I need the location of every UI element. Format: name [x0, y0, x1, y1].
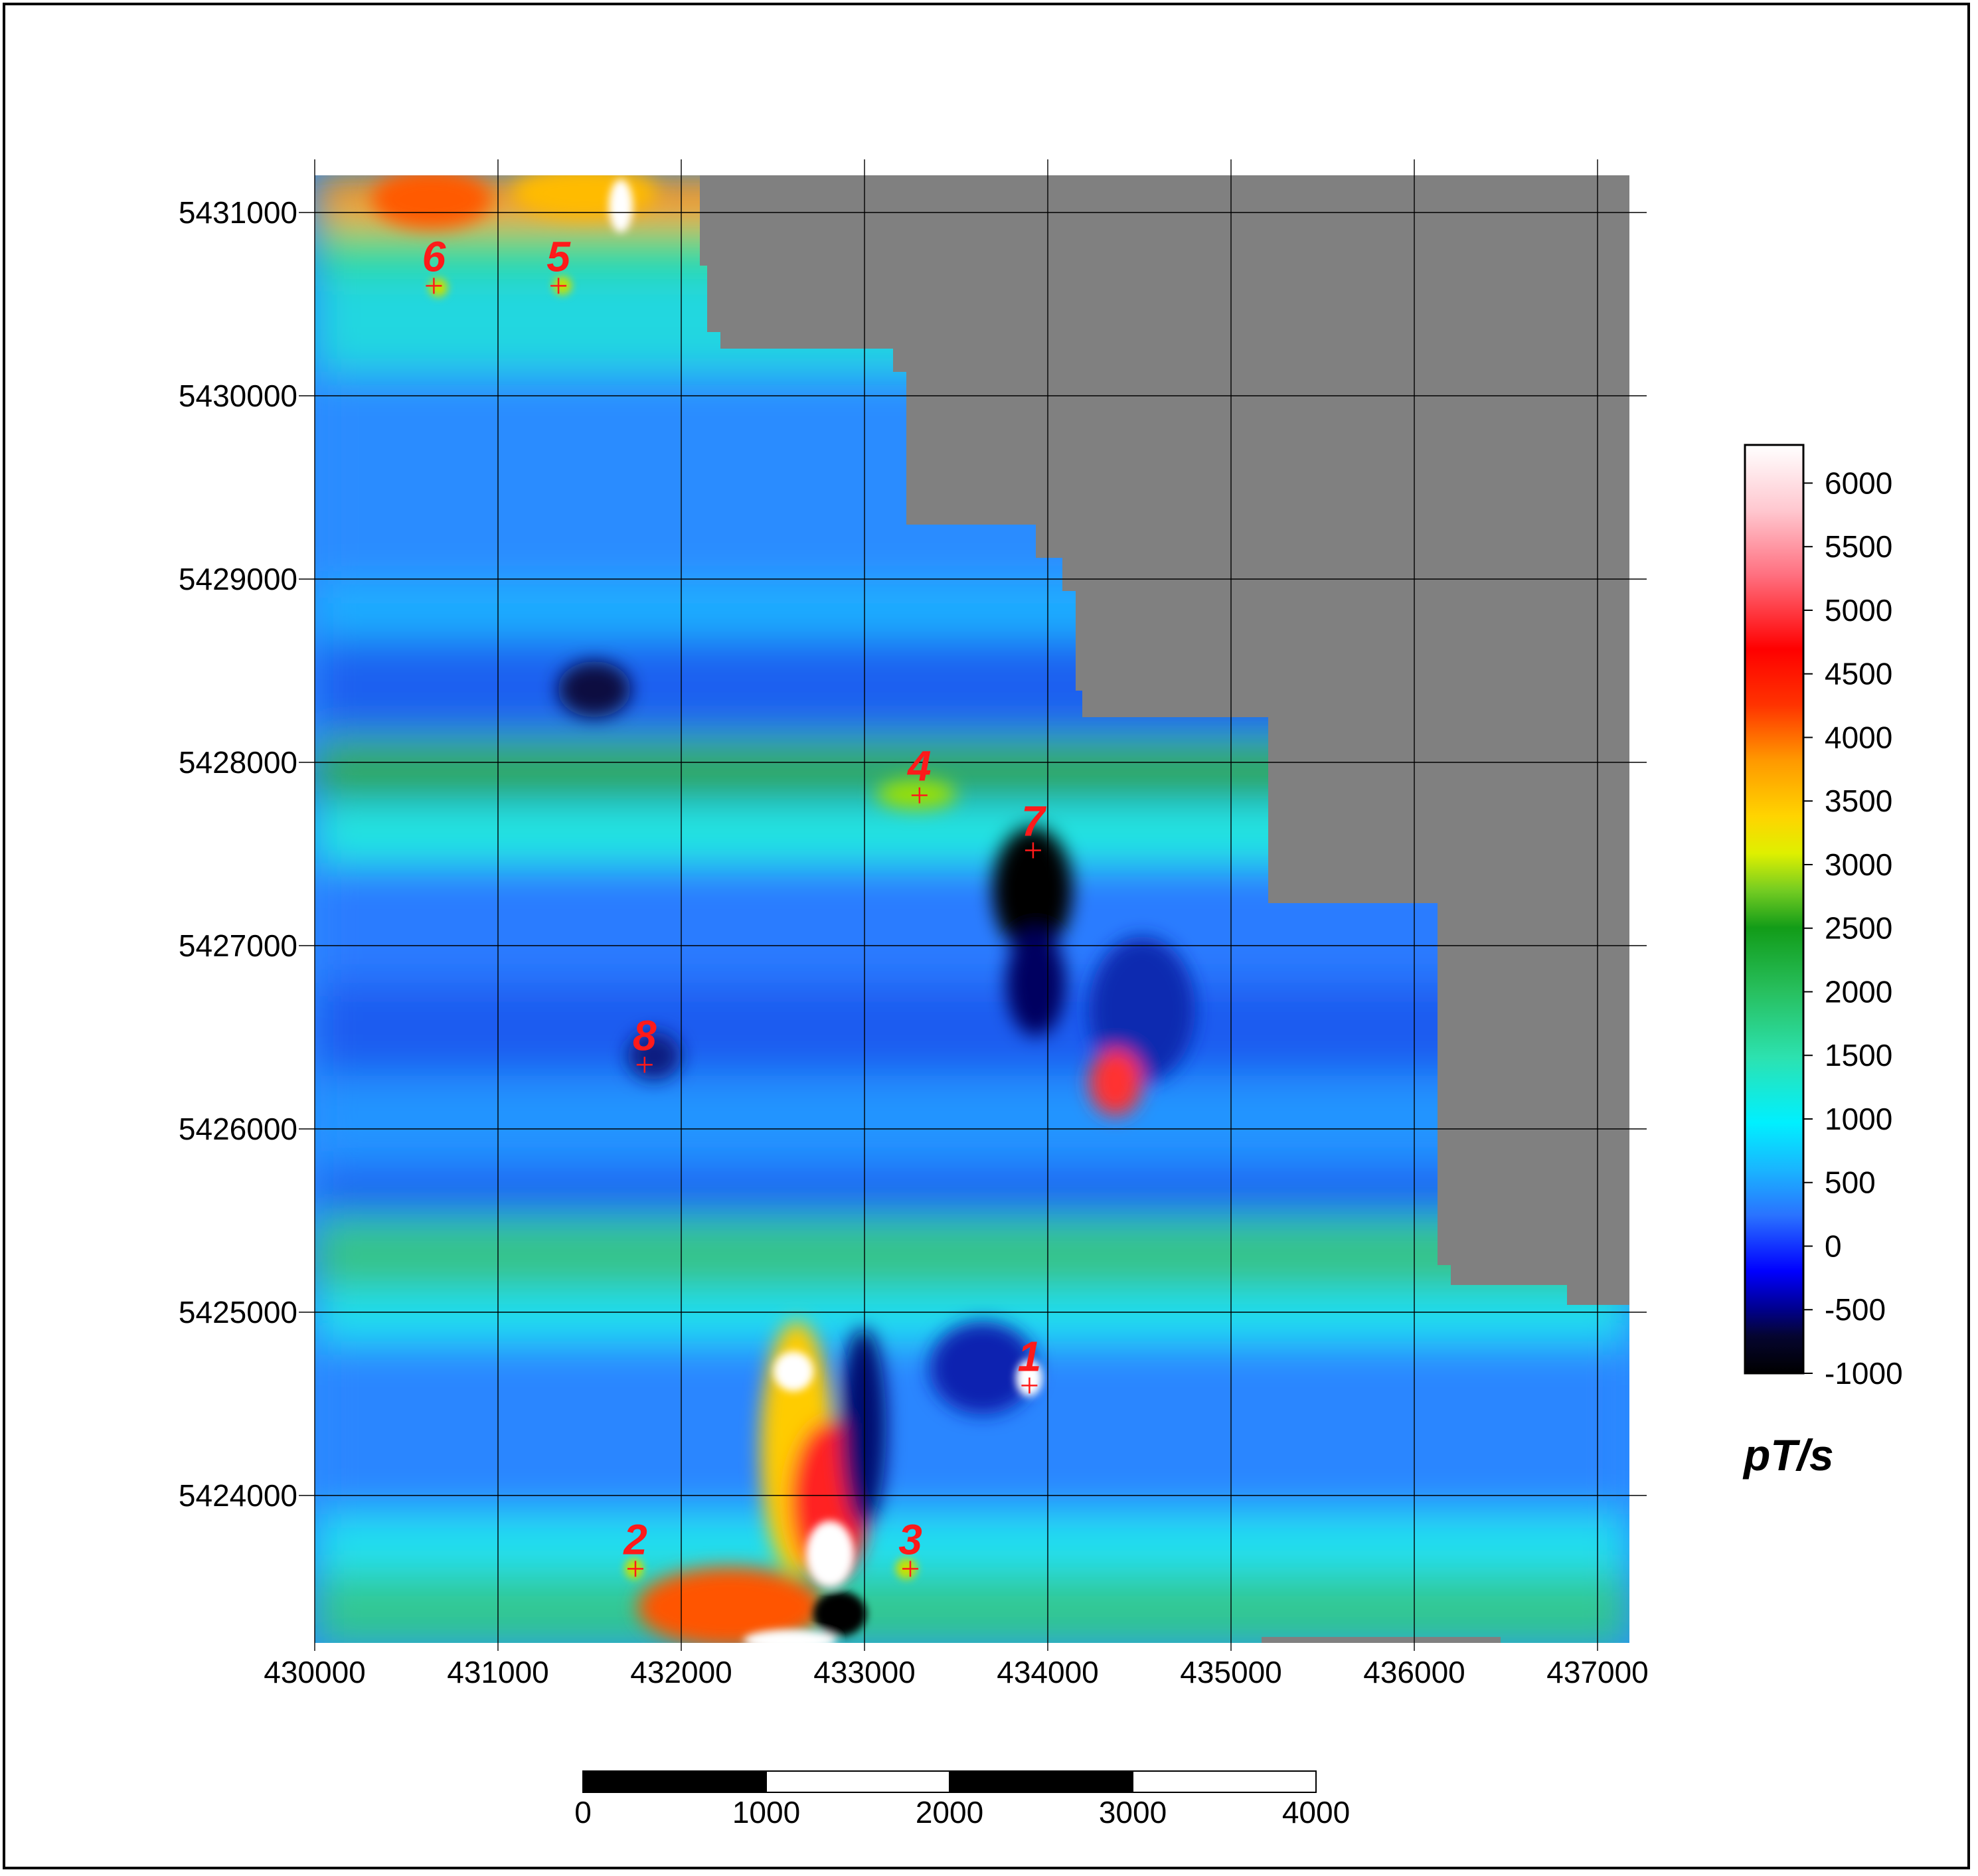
colorbar-gradient: [1744, 444, 1805, 1375]
x-tick-label: 436000: [1363, 1655, 1465, 1689]
colorbar-tick-label: 1000: [1825, 1102, 1892, 1136]
y-tick-label: 5427000: [179, 928, 297, 963]
anomaly-label: 7: [1021, 797, 1047, 845]
anomaly-label: 5: [546, 232, 571, 280]
colorbar-tick-label: 4000: [1825, 720, 1892, 754]
scale-bar-segment: [1132, 1770, 1317, 1793]
x-tick-label: 435000: [1180, 1655, 1282, 1689]
y-tick-label: 5428000: [179, 745, 297, 780]
scale-bar-label: 3000: [1099, 1795, 1167, 1830]
y-tick-label: 5424000: [179, 1478, 297, 1513]
colorbar-unit: pT/s: [1742, 1430, 1834, 1480]
anomaly-label: 1: [1018, 1332, 1042, 1380]
anomaly-marker: 5: [546, 232, 571, 294]
anomaly-label: 6: [422, 232, 446, 280]
y-tick-label: 5429000: [179, 562, 297, 596]
scale-bar-label: 2000: [916, 1795, 983, 1830]
anomaly-marker: 3: [898, 1515, 922, 1577]
anomaly-marker: 1: [1018, 1332, 1042, 1394]
anomaly-marker: 2: [623, 1515, 647, 1577]
scale-bar-label: 1000: [732, 1795, 800, 1830]
survey-grid-image: [315, 175, 1629, 1643]
anomaly-marker: 4: [906, 742, 932, 804]
colorbar: 6000550050004500400035003000250020001500…: [1742, 444, 1903, 1480]
colorbar-tick-label: 2000: [1825, 974, 1892, 1009]
scale-bar-segment: [949, 1771, 1133, 1792]
colorbar-tick-label: 500: [1825, 1165, 1876, 1200]
colorbar-tick-label: 5500: [1825, 529, 1892, 564]
x-tick-label: 434000: [997, 1655, 1099, 1689]
scale-bar-segment: [766, 1770, 950, 1793]
anomaly-label: 8: [633, 1011, 657, 1059]
colorbar-tick-label: 5000: [1825, 593, 1892, 628]
colorbar-tick-label: 6000: [1825, 466, 1892, 500]
scale-bar-segment: [583, 1771, 766, 1792]
scale-bar: 0 1000 2000 3000 4000: [574, 1770, 1350, 1830]
anomaly-marker: 7: [1021, 797, 1047, 859]
anomaly-marker: 8: [633, 1011, 657, 1073]
y-tick-label: 5425000: [179, 1295, 297, 1329]
anomaly-label: 2: [623, 1515, 647, 1563]
x-tick-label: 433000: [813, 1655, 916, 1689]
colorbar-tick-label: 3000: [1825, 847, 1892, 882]
colorbar-tick-label: 2500: [1825, 911, 1892, 946]
x-tick-label: 432000: [630, 1655, 732, 1689]
colorbar-tick-label: -500: [1825, 1292, 1886, 1327]
y-tick-label: 5430000: [179, 379, 297, 413]
x-tick-label: 430000: [264, 1655, 366, 1689]
scale-bar-label: 4000: [1282, 1795, 1350, 1830]
anomaly-label: 3: [898, 1515, 922, 1563]
x-tick-label: 431000: [447, 1655, 549, 1689]
colorbar-tick-label: -1000: [1825, 1356, 1903, 1391]
y-tick-label: 5426000: [179, 1112, 297, 1146]
colorbar-tick-label: 0: [1825, 1229, 1842, 1263]
colorbar-tick-label: 3500: [1825, 784, 1892, 818]
anomaly-label: 4: [906, 742, 932, 790]
anomaly-marker: 6: [422, 232, 446, 294]
colorbar-tick-label: 4500: [1825, 657, 1892, 691]
colorbar-tick-label: 1500: [1825, 1038, 1892, 1072]
scale-bar-label: 0: [574, 1795, 592, 1830]
x-tick-label: 437000: [1546, 1655, 1649, 1689]
y-tick-label: 5431000: [179, 195, 297, 230]
